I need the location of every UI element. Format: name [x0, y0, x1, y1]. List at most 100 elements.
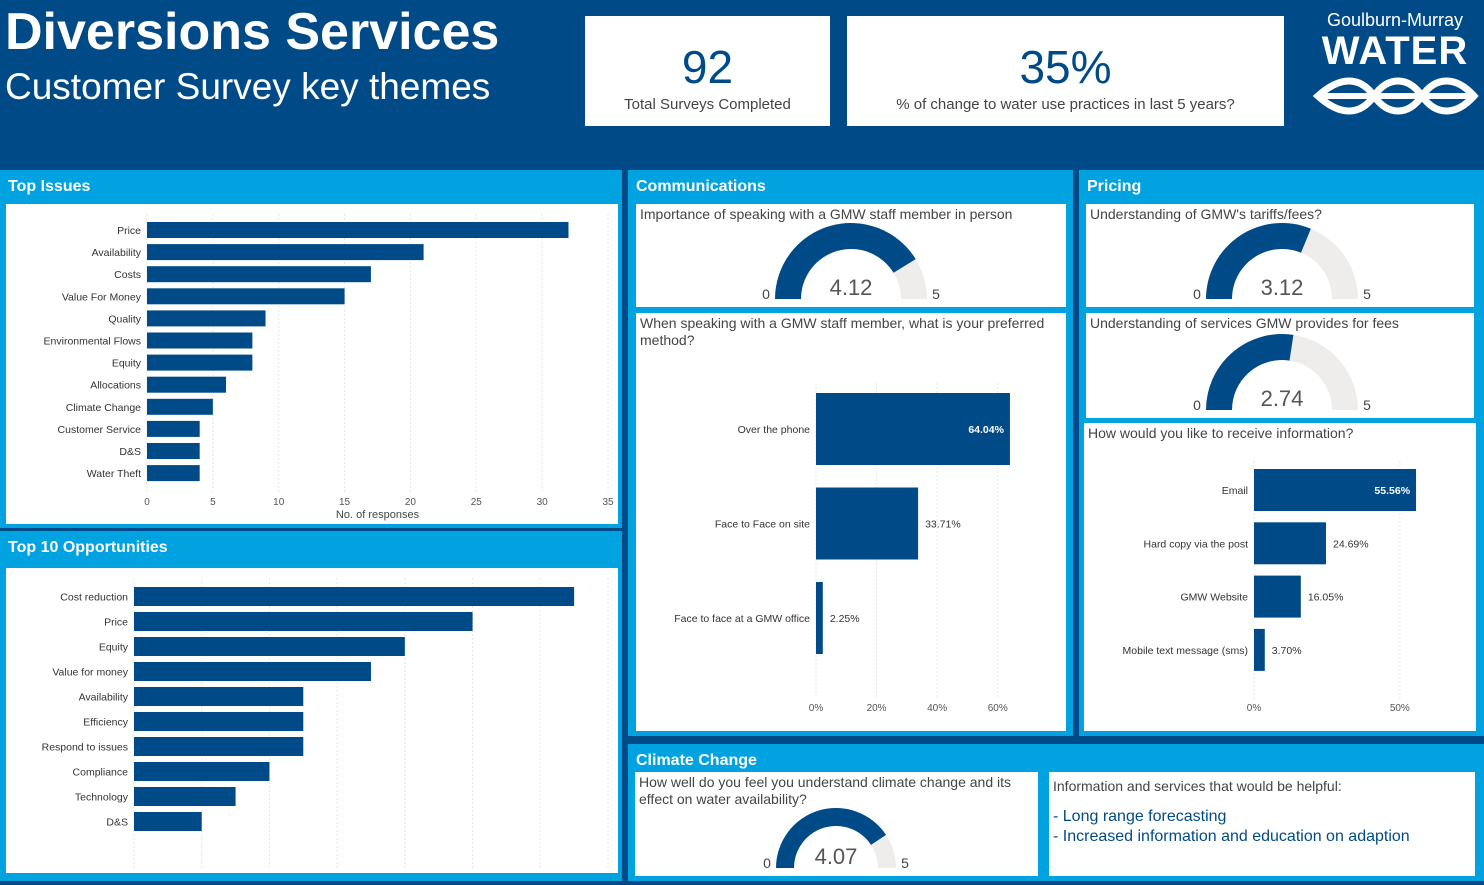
data-label: 64.04%: [968, 424, 1004, 436]
category-label: D&S: [106, 817, 128, 829]
section-title: Top 10 Opportunities: [8, 539, 168, 556]
page-subtitle: Customer Survey key themes: [5, 66, 491, 107]
bar: [147, 244, 424, 261]
climate-info-card: Information and services that would be h…: [1049, 772, 1475, 876]
section-title: Top Issues: [8, 178, 91, 195]
bar: [134, 687, 304, 706]
kpi-label: % of change to water use practices in la…: [896, 96, 1235, 113]
bar: [816, 393, 1010, 465]
gauge-min: 0: [763, 855, 771, 871]
category-label: Price: [117, 225, 141, 237]
climate-change-panel: Climate Change How well do you feel you …: [628, 744, 1484, 881]
category-label: Costs: [114, 269, 141, 281]
bar: [134, 712, 304, 731]
x-tick-label: 40%: [927, 703, 947, 714]
category-label: Technology: [75, 792, 129, 804]
gmw-logo: Goulburn-Murray WATER: [1310, 10, 1480, 130]
x-axis-label: No. of responses: [336, 509, 420, 521]
bar: [147, 266, 371, 283]
category-label: D&S: [119, 446, 141, 458]
gauge-card-speaking: Importance of speaking with a GMW staff …: [636, 204, 1066, 307]
x-tick-label: 0%: [1247, 703, 1262, 714]
gauge-max: 5: [1363, 397, 1371, 413]
gauge-title: How well do you feel you understand clim…: [639, 774, 1011, 807]
bar: [147, 354, 253, 371]
gauge-value: 4.07: [815, 844, 858, 869]
category-label: Climate Change: [66, 402, 141, 414]
bar: [1254, 628, 1265, 671]
bar: [134, 787, 236, 806]
category-label: Value for money: [52, 667, 128, 679]
section-title: Pricing: [1087, 178, 1142, 195]
wave-logo-icon: [1312, 77, 1479, 115]
category-label: Water Theft: [87, 468, 141, 480]
gauge-value: 4.12: [830, 275, 873, 300]
data-label: 33.71%: [925, 519, 961, 531]
category-label: Face to Face on site: [715, 519, 810, 531]
gauge-title: Understanding of services GMW provides f…: [1090, 315, 1399, 331]
chart-title: When speaking with a GMW staff member, w…: [640, 315, 1045, 348]
bar: [147, 398, 213, 415]
category-label: Face to face at a GMW office: [674, 613, 810, 625]
communications-panel: Communications Importance of speaking wi…: [628, 170, 1073, 736]
gauge-fill: [776, 808, 887, 868]
gauge-title: Importance of speaking with a GMW staff …: [640, 206, 1013, 222]
climate-info-item: - Increased information and education on…: [1053, 828, 1410, 845]
kpi-value: 35%: [1019, 41, 1112, 93]
bar: [1254, 522, 1327, 565]
climate-info-item: - Long range forecasting: [1053, 808, 1227, 825]
preferred-method-chart: 0% 20% 40% 60% Over the phone 64.04% Face to F…: [674, 383, 1010, 714]
category-label: Compliance: [73, 767, 129, 779]
category-label: Respond to issues: [42, 742, 128, 754]
page-title: Diversions Services: [5, 3, 500, 61]
bar: [134, 812, 202, 831]
logo-line2: WATER: [1321, 29, 1469, 73]
x-tick-label: 60%: [988, 703, 1008, 714]
top-opportunities-card: 02468101214No. of responsesCost reductio…: [6, 568, 618, 885]
pricing-panel: Pricing Understanding of GMW's tariffs/f…: [1079, 170, 1484, 736]
data-label: 2.25%: [830, 613, 860, 625]
category-label: Equity: [112, 358, 142, 370]
gauge-min: 0: [762, 286, 770, 302]
bar: [134, 737, 304, 756]
top-opportunities-panel: Top 10 Opportunities 02468101214No. of r…: [0, 531, 622, 885]
receive-info-chart: 0% 50% Email 55.56% Hard copy via the post 24…: [1123, 461, 1417, 714]
bar: [147, 310, 266, 327]
bar: [147, 465, 200, 482]
x-tick-label: 20%: [867, 703, 887, 714]
gauge-max: 5: [1363, 286, 1371, 302]
section-title: Communications: [636, 178, 766, 195]
gauge-value: 2.74: [1261, 386, 1304, 411]
kpi-value: 92: [681, 41, 734, 93]
bar: [816, 582, 823, 654]
x-tick-label: 15: [339, 497, 351, 508]
bar: [147, 420, 200, 437]
category-label: Efficiency: [83, 717, 128, 729]
category-label: Over the phone: [738, 424, 811, 436]
top-issues-card: 0 5 10 15 20 25 30 35 No. of responses Price Avail…: [6, 204, 618, 524]
bar: [147, 288, 345, 305]
data-label: 16.05%: [1308, 592, 1344, 604]
bar: [134, 662, 371, 681]
preferred-method-card: When speaking with a GMW staff member, w…: [636, 313, 1066, 731]
gauge-value: 3.12: [1261, 275, 1304, 300]
x-tick-label: 35: [602, 497, 614, 508]
category-label: Equity: [99, 642, 129, 654]
bar: [134, 762, 270, 781]
category-label: Availability: [92, 247, 142, 259]
gauge-max: 5: [932, 286, 940, 302]
x-tick-label: 20: [405, 497, 417, 508]
kpi-change-practices: 35% % of change to water use practices i…: [847, 16, 1284, 126]
gauge-services: 2.74 0 5: [1193, 334, 1371, 413]
bar: [147, 443, 200, 459]
gauge-climate: 4.07 0 5: [763, 808, 909, 871]
gauge-speaking: 4.12 0 5: [762, 223, 940, 302]
logo-line1: Goulburn-Murray: [1326, 10, 1464, 30]
category-label: Mobile text message (sms): [1123, 645, 1248, 657]
x-tick-label: 5: [210, 497, 216, 508]
bar: [147, 376, 227, 393]
gauge-fill: [775, 223, 916, 299]
category-label: Email: [1222, 485, 1248, 497]
x-tick-label: 50%: [1390, 703, 1410, 714]
bar: [1254, 469, 1417, 511]
